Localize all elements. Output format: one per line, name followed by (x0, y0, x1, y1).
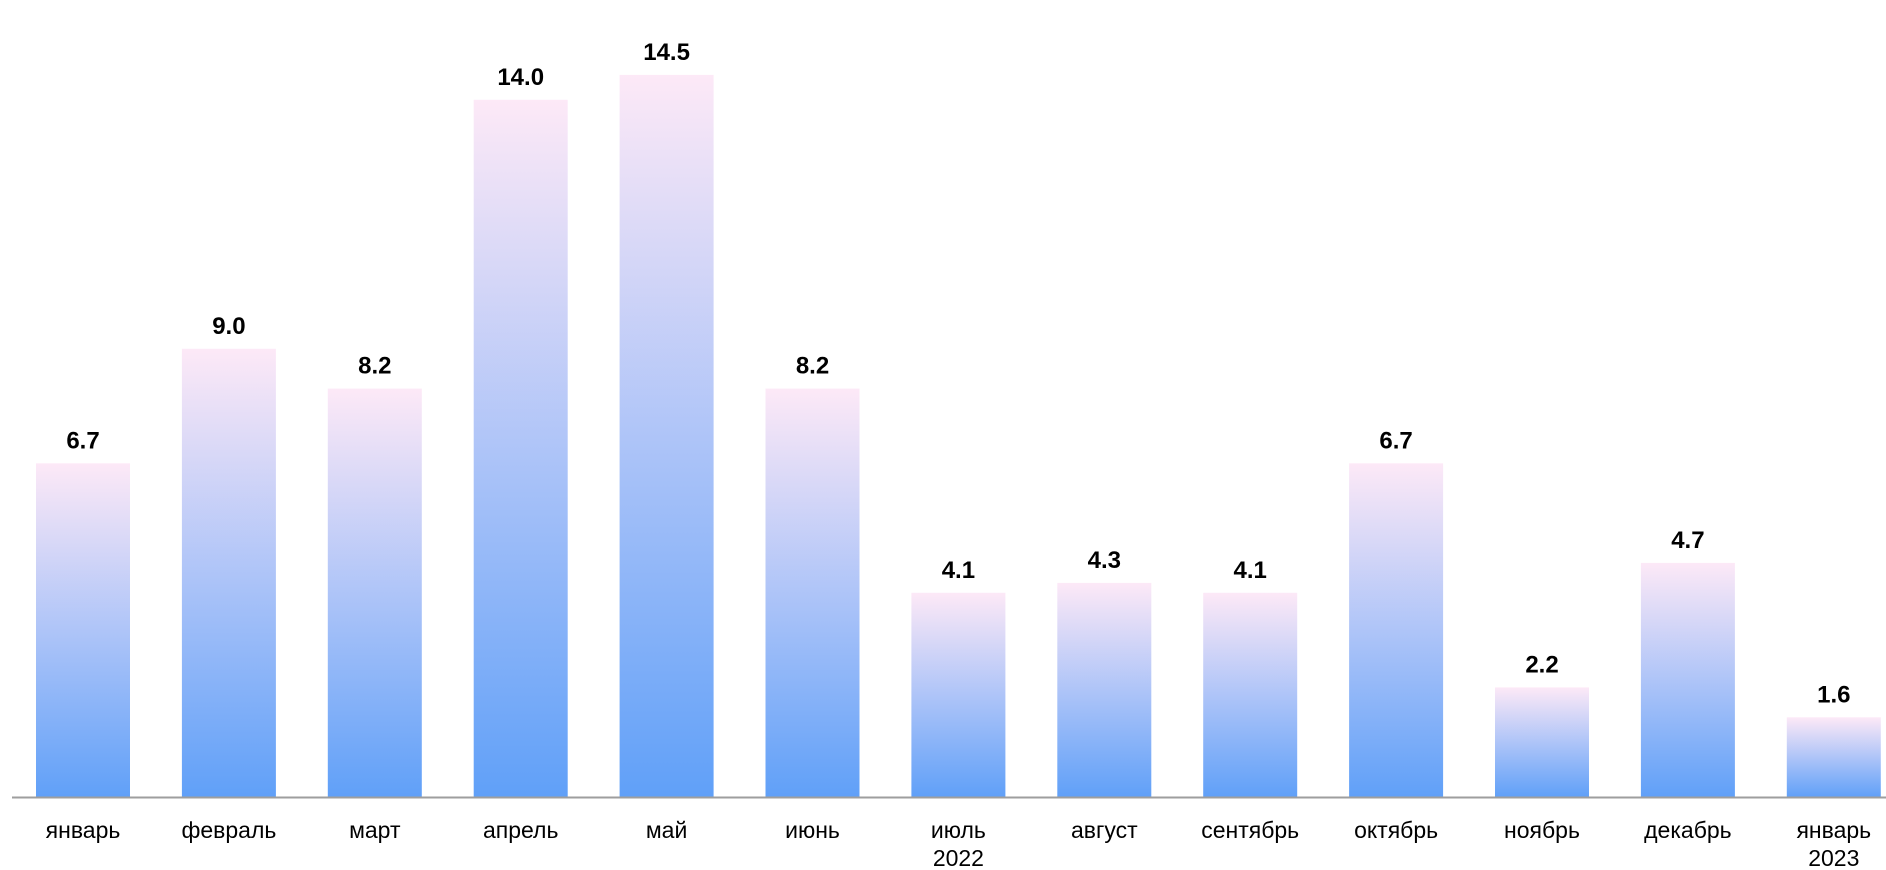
value-label-11: 2.2 (1525, 651, 1558, 678)
bar-2 (181, 348, 276, 797)
x-tick-label-12: декабрь (1644, 817, 1732, 843)
x-tick-label-2: февраль (181, 817, 276, 843)
x-tick-label-7: июль 2022 (931, 817, 986, 870)
bar-1 (36, 463, 130, 797)
bar-11 (1495, 687, 1589, 797)
bar-7 (911, 592, 1006, 797)
value-labels-group: 6.7 9.0 8.2 14.0 14.5 8.2 4.1 4.3 4.1 6.7 2.2 4.7 1.… (66, 39, 1850, 708)
x-tick-label-1: январь (46, 817, 121, 843)
x-tick-label-9: сентябрь (1201, 817, 1299, 843)
value-label-7: 4.1 (942, 557, 975, 584)
bar-13 (1786, 717, 1881, 797)
bar-8 (1057, 582, 1152, 797)
x-tick-label-5: май (646, 817, 687, 843)
value-label-10: 6.7 (1379, 427, 1412, 454)
x-tick-label-4: апрель (483, 817, 558, 843)
value-label-13: 1.6 (1817, 681, 1850, 708)
value-label-12: 4.7 (1671, 527, 1704, 554)
value-label-2: 9.0 (212, 313, 245, 340)
x-tick-labels-group: январь февраль март апрель май июнь июль 2022 ав… (46, 817, 1871, 870)
bar-5 (619, 74, 714, 797)
x-tick-label-10: октябрь (1354, 817, 1438, 843)
bar-9 (1203, 592, 1298, 797)
value-label-4: 14.0 (497, 64, 544, 91)
x-tick-label-13: январь 2023 (1796, 817, 1871, 870)
value-label-1: 6.7 (66, 427, 99, 454)
bar-6 (765, 388, 860, 797)
x-tick-label-3: март (349, 817, 401, 843)
bar-12 (1640, 562, 1735, 797)
x-tick-label-8: август (1071, 817, 1138, 843)
value-label-5: 14.5 (643, 39, 690, 66)
value-label-8: 4.3 (1088, 547, 1121, 574)
x-tick-label-11: ноябрь (1504, 817, 1580, 843)
bar-3 (327, 388, 422, 797)
value-label-6: 8.2 (796, 353, 829, 380)
value-label-9: 4.1 (1234, 557, 1267, 584)
bar-4 (473, 99, 568, 798)
x-tick-label-6: июнь (785, 817, 840, 843)
bars-group (36, 74, 1881, 798)
bar-10 (1349, 463, 1444, 797)
value-label-3: 8.2 (358, 353, 391, 380)
